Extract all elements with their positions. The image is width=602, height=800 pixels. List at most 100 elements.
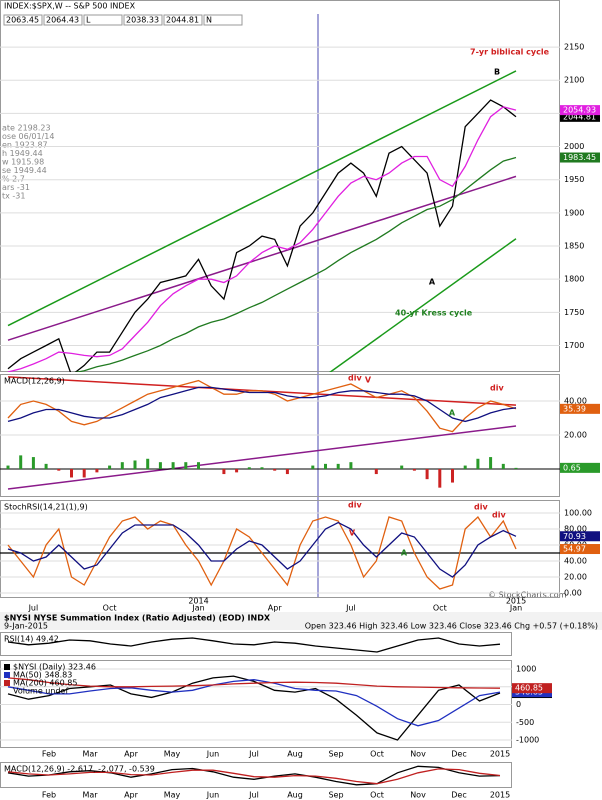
histogram-bar [400,465,404,469]
series-line [7,106,517,372]
annotation: div [474,503,488,512]
legend-label: MA(200) 460.85 [13,679,77,688]
series-line [7,679,501,727]
panel-label: MACD(12,26,9) [4,377,65,386]
quote-value: 2064.43 [46,16,79,25]
panel-label: MACD(12,26,9) -2.617, -2.077, -0.539 [4,765,155,774]
x-tick-label: Jan [191,604,204,613]
info-line: % 2.7 [2,175,25,184]
panel-label: StochRSI(14,21(1),9) [4,503,88,512]
value-box-label: 54.97 [563,545,586,554]
value-box [512,683,552,694]
x-tick-label: 2015 [490,791,510,800]
quote-value: 2044.81 [166,16,199,25]
histogram-bar [95,468,99,473]
x-tick-label: Apr [268,604,283,613]
panel-plot [0,668,512,741]
legend-swatch [4,664,10,670]
histogram-bar [146,458,150,469]
x-tick-label: Apr [124,750,139,759]
histogram-bar [324,463,327,469]
histogram-bar [336,463,340,469]
annotation: div [348,501,362,510]
histogram-bar [171,462,175,469]
histogram-bar [6,465,10,469]
quote-box [3,14,43,26]
annotation: A [449,409,456,418]
info-line: w 1915.98 [2,158,44,167]
info-line: ars -31 [2,183,30,192]
x-tick-label: Jun [206,791,220,800]
panel-plot [0,512,560,594]
y-tick-label: 1850 [564,242,584,251]
y-tick-label: 40.00 [564,557,587,566]
annotation: B [494,68,500,77]
histogram-bar [184,462,188,469]
panel-plot [0,376,560,490]
histogram-bar [374,468,378,475]
x-tick-label: Oct [370,750,384,759]
x-tick-label: Sep [328,750,343,759]
y-tick-label: 1700 [564,341,584,350]
quote-value: L [86,16,91,25]
value-box-label: 460.85 [515,684,543,693]
series-line [7,379,517,433]
y-tick-label: 1900 [564,208,584,217]
value-box [560,152,600,163]
x-tick-label: Jun [206,750,220,759]
x-tick-label: Aug [287,791,303,800]
trend-line [7,70,517,327]
histogram-bar [19,455,23,469]
y-tick-label: 1000 [516,665,536,674]
value-box [560,531,600,542]
value-box-label: 0.65 [563,463,581,472]
annotation: 40-yr Kress cycle [395,309,473,318]
annotation: div [490,384,504,393]
histogram-bar [489,457,493,469]
x-tick-label: May [164,791,181,800]
trend-line [7,425,517,490]
y-tick-label: 40.00 [564,397,587,406]
bottom-quote: Open 323.46 High 323.46 Low 323.46 Close… [305,622,598,631]
histogram-bar [412,468,416,471]
y-tick-label: 20.00 [564,430,587,439]
annotation: V [349,529,356,538]
panel-label: RSI(14) 49.42 [4,635,59,644]
x-year-label: 2014 [188,597,208,606]
info-line: ate 2198.23 [2,124,51,133]
x-tick-label: Apr [124,791,139,800]
histogram-bar [349,462,353,469]
x-tick-label: Jul [248,750,259,759]
histogram-bar [197,462,200,469]
y-tick-label: 100.00 [564,509,592,518]
panel-plot [7,637,501,653]
histogram-bar [438,468,442,488]
annotation: V [365,376,372,385]
value-box-label: 2044.81 [563,112,596,121]
x-tick-label: Jul [28,604,39,613]
x-year-label: 2015 [506,597,526,606]
histogram-bar [311,465,315,469]
quote-value: 2038.33 [126,16,159,25]
series-line [7,765,501,786]
x-tick-label: Sep [328,791,343,800]
chart-title: INDEX:$SPX,W -- S&P 500 INDEX [4,2,136,11]
series-line [7,675,501,741]
x-tick-label: Nov [410,791,426,800]
value-box-label: 2054.93 [563,106,596,115]
series-line [74,156,517,372]
trend-line [329,238,517,372]
y-tick-label: 2150 [564,43,584,52]
bottom-title: $NYSI NYSE Summation Index (Ratio Adjust… [4,614,271,623]
histogram-bar [70,468,73,478]
info-line: tx -31 [2,192,25,201]
x-tick-label: May [164,750,181,759]
value-box [560,403,600,414]
info-line: se 1949.44 [2,166,47,175]
value-box [560,462,600,473]
histogram-bar [235,468,239,473]
credit: © StockCharts.com [488,591,567,600]
histogram-bar [273,468,277,471]
